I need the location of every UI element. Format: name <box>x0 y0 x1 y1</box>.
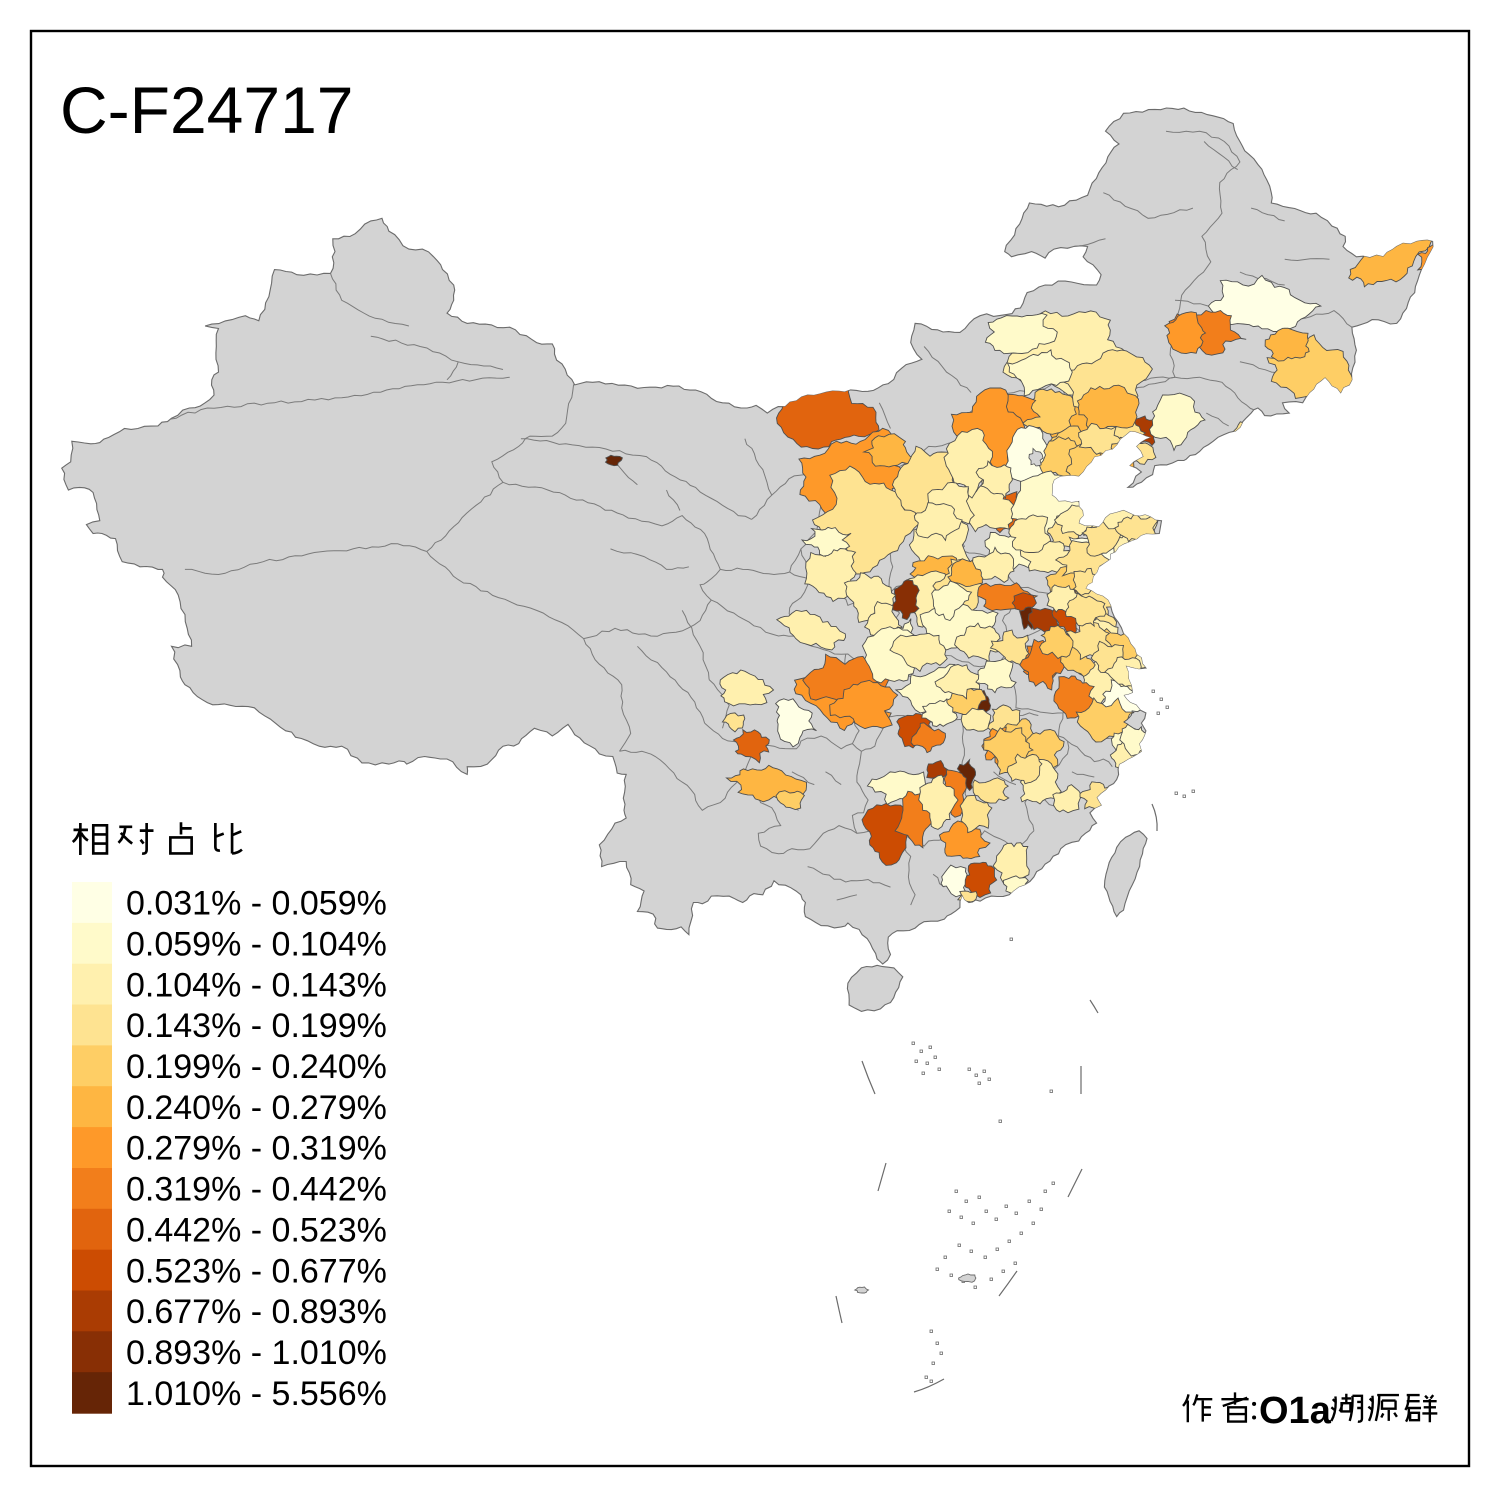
svg-text:O1a: O1a <box>1259 1390 1332 1432</box>
svg-text:0.523% - 0.677%: 0.523% - 0.677% <box>126 1252 387 1290</box>
svg-text:0.059% - 0.104%: 0.059% - 0.104% <box>126 926 387 964</box>
svg-text:0.893% - 1.010%: 0.893% - 1.010% <box>126 1334 387 1372</box>
svg-text:1.010% - 5.556%: 1.010% - 5.556% <box>126 1375 387 1413</box>
svg-text:0.279% - 0.319%: 0.279% - 0.319% <box>126 1130 387 1168</box>
svg-text:0.104% - 0.143%: 0.104% - 0.143% <box>126 966 387 1004</box>
svg-text:0.143% - 0.199%: 0.143% - 0.199% <box>126 1007 387 1045</box>
svg-text:0.240% - 0.279%: 0.240% - 0.279% <box>126 1089 387 1127</box>
svg-text:0.677% - 0.893%: 0.677% - 0.893% <box>126 1293 387 1331</box>
svg-text:0.031% - 0.059%: 0.031% - 0.059% <box>126 885 387 923</box>
svg-text:0.442% - 0.523%: 0.442% - 0.523% <box>126 1211 387 1249</box>
svg-text:C-F24717: C-F24717 <box>60 73 354 147</box>
svg-text:0.319% - 0.442%: 0.319% - 0.442% <box>126 1171 387 1209</box>
svg-text:0.199% - 0.240%: 0.199% - 0.240% <box>126 1048 387 1086</box>
